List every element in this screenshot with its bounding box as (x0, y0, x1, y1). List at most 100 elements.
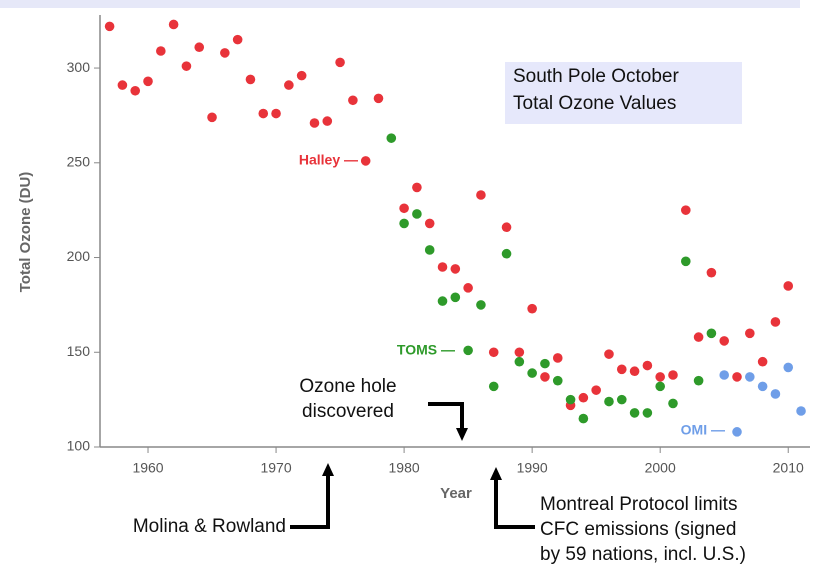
data-point (770, 389, 781, 399)
annotation: CFC emissions (signed (540, 519, 736, 540)
data-point (424, 218, 435, 229)
data-point (540, 358, 550, 369)
data-point (578, 392, 589, 403)
title-box (505, 62, 742, 124)
data-point (757, 381, 768, 392)
data-point (552, 353, 563, 363)
data-point (360, 156, 371, 166)
data-point (655, 381, 665, 392)
data-point (796, 406, 806, 416)
data-point (412, 182, 422, 193)
y-tick-label: 300 (67, 59, 91, 75)
annotation: by 59 nations, incl. U.S.) (540, 544, 746, 565)
data-point (130, 85, 141, 96)
data-point (309, 118, 320, 128)
data-point (437, 262, 448, 272)
data-point (591, 385, 601, 395)
data-point (271, 108, 281, 119)
data-point (463, 283, 473, 293)
data-point (668, 370, 678, 380)
data-point (322, 116, 333, 126)
data-point (117, 80, 128, 90)
data-point (514, 347, 525, 358)
data-point (706, 328, 717, 339)
data-point (604, 396, 614, 407)
data-point (693, 332, 704, 342)
data-point (642, 360, 653, 371)
data-point (655, 372, 665, 382)
x-tick-label: 1970 (260, 460, 291, 476)
arrowhead (490, 467, 502, 480)
data-point (476, 300, 486, 310)
data-point (488, 347, 499, 358)
data-point (565, 394, 576, 405)
arrow (494, 480, 535, 529)
annotation: Montreal Protocol limits (540, 494, 737, 515)
y-tick-label: 200 (67, 248, 91, 264)
data-point (412, 209, 422, 219)
y-tick-label: 150 (67, 343, 91, 359)
top-band (0, 0, 800, 8)
data-point (181, 61, 192, 71)
data-point (194, 42, 205, 53)
annotation: Molina & Rowland (133, 516, 286, 537)
data-point (732, 372, 742, 382)
series-label: OMI — (681, 422, 725, 438)
data-point (604, 349, 614, 359)
data-point (168, 19, 179, 30)
x-tick-label: 2010 (773, 460, 804, 476)
data-point (450, 264, 461, 274)
y-axis-label: Total Ozone (DU) (17, 172, 34, 293)
data-point (642, 408, 653, 418)
data-point (680, 205, 691, 215)
data-point (693, 375, 704, 386)
data-point (706, 267, 717, 278)
data-point (783, 281, 794, 291)
data-point (476, 190, 486, 200)
data-point (770, 317, 781, 327)
data-point (348, 95, 358, 106)
data-point (527, 303, 537, 314)
data-point (757, 356, 768, 367)
chart-title: South Pole October (513, 66, 679, 87)
data-point (527, 368, 537, 378)
arrow (290, 476, 330, 529)
data-point (745, 372, 755, 382)
arrow (428, 402, 464, 428)
y-tick-label: 100 (67, 438, 91, 454)
data-point (399, 218, 409, 229)
x-tick-label: 2000 (645, 460, 676, 476)
data-point (232, 34, 243, 45)
data-point (745, 328, 755, 339)
arrowhead (322, 463, 334, 476)
data-point (501, 248, 512, 259)
x-tick-label: 1980 (389, 460, 420, 476)
data-point (207, 112, 217, 123)
data-point (386, 133, 397, 143)
x-tick-label: 1960 (132, 460, 163, 476)
data-point (783, 362, 794, 373)
data-point (629, 408, 640, 418)
data-point (220, 48, 230, 58)
annotation: Ozone hole (299, 376, 396, 397)
data-point (437, 296, 448, 306)
x-axis-label: Year (440, 485, 472, 502)
data-point (296, 70, 307, 81)
data-point (514, 356, 525, 367)
data-point (732, 427, 742, 437)
data-point (540, 372, 550, 382)
data-point (258, 108, 269, 119)
data-point (680, 256, 691, 267)
data-point (335, 57, 345, 68)
y-tick-label: 250 (67, 153, 91, 169)
data-point (501, 222, 512, 233)
data-point (552, 375, 563, 386)
data-point (284, 80, 294, 90)
data-point (156, 46, 166, 56)
data-point (719, 336, 730, 346)
data-point (424, 245, 435, 255)
data-point (488, 381, 499, 392)
series-label: Halley — (299, 152, 358, 168)
x-tick-label: 1990 (517, 460, 548, 476)
